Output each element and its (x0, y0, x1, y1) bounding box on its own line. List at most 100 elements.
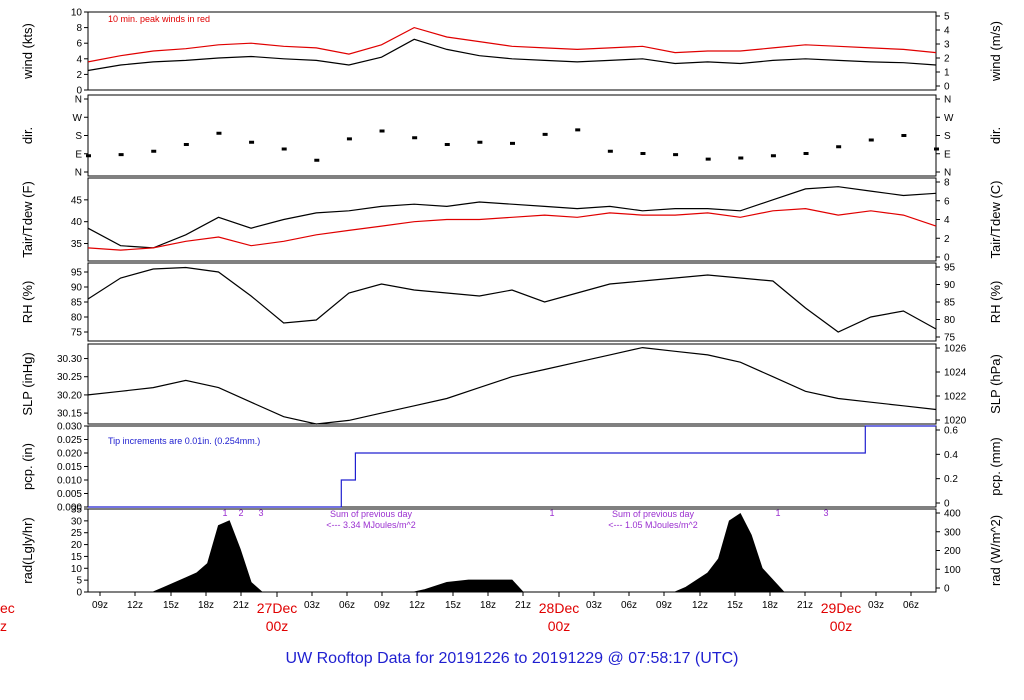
x-tick-label: 21z (233, 600, 249, 611)
right-tick-label: 95 (944, 263, 956, 274)
panel-frame (87, 262, 937, 342)
dir-point (249, 140, 255, 144)
right-tick-label: 1020 (944, 416, 967, 427)
right-tick-label: S (944, 131, 951, 142)
rad-annotation: 1 (549, 508, 554, 518)
left-tick-label: 8 (76, 23, 82, 34)
panel-2: 35 40 45 0 2 4 6 8 Tair/Tdew (F) Tair/Tdew (C) (20, 177, 1003, 264)
right-tick-label: 1024 (944, 368, 967, 379)
dir-point (803, 152, 809, 155)
panel-frame (87, 343, 937, 425)
dir-point (151, 149, 157, 153)
left-tick-label: 0.015 (57, 462, 82, 473)
left-tick-label: 0.010 (57, 476, 82, 487)
left-tick-label: 0.020 (57, 449, 82, 460)
left-tick-label: 25 (71, 528, 83, 539)
dir-point (379, 129, 385, 133)
right-tick-label: 2 (944, 234, 950, 245)
x-tick-label: 09z (656, 600, 672, 611)
right-axis-name: rad (W/m^2) (988, 515, 1003, 586)
left-tick-label: 30.30 (57, 354, 82, 365)
panel-3: 75 80 85 90 95 75 80 85 90 95 RH (%) RH (%) (20, 262, 1003, 344)
cut-day-label-time: z (0, 618, 7, 634)
left-axis-name: rad(Lgly/hr) (20, 517, 35, 583)
series-line-1 (87, 207, 937, 251)
left-tick-label: 45 (71, 195, 83, 206)
left-axis-name: Tair/Tdew (F) (20, 181, 35, 258)
x-tick-label: 03z (586, 600, 602, 611)
dir-point (770, 154, 776, 158)
left-tick-label: 0.000 (57, 503, 82, 514)
series-line-0 (87, 266, 937, 333)
right-tick-label: 8 (944, 178, 950, 189)
dir-point (118, 153, 124, 157)
dir-point (542, 132, 548, 136)
dir-point (673, 153, 679, 157)
left-tick-label: N (75, 168, 82, 179)
right-axis-name: SLP (hPa) (988, 354, 1003, 414)
right-tick-label: 5 (944, 12, 950, 23)
left-tick-label: 6 (76, 39, 82, 50)
right-tick-label: 0.4 (944, 450, 958, 461)
x-axis: 09z 12z 15z 18z 21z 03z 06z 09z 12z 15z 18z 21z 03z 0… (0, 592, 919, 634)
left-tick-label: 95 (71, 268, 83, 279)
left-tick-label: 0 (76, 588, 82, 599)
day-label-time: 00z (548, 618, 571, 634)
right-axis-name: dir. (988, 127, 1003, 144)
tip-annotation: Tip increments are 0.01in. (0.254mm.) (108, 436, 260, 446)
right-tick-label: 0 (944, 584, 950, 595)
rad-annotation: Sum of previous day (612, 509, 695, 519)
right-axis-name: wind (m/s) (988, 21, 1003, 82)
left-tick-label: 20 (71, 540, 83, 551)
panel-frame (87, 94, 937, 177)
x-tick-label: 21z (515, 600, 531, 611)
x-tick-label: 03z (304, 600, 320, 611)
right-tick-label: 0.2 (944, 474, 958, 485)
x-tick-label: 09z (92, 600, 108, 611)
x-tick-label: 18z (762, 600, 778, 611)
dir-point (575, 128, 581, 132)
x-tick-label: 03z (868, 600, 884, 611)
right-tick-label: 0 (944, 253, 950, 264)
left-axis-name: RH (%) (20, 281, 35, 324)
left-axis-name: pcp. (in) (20, 443, 35, 490)
dir-point (444, 143, 450, 146)
left-tick-label: 40 (71, 217, 83, 228)
left-tick-label: 30.25 (57, 372, 82, 383)
series-line-0 (87, 186, 937, 249)
dir-point (738, 156, 744, 160)
dir-point (412, 136, 418, 140)
right-tick-label: 1 (944, 68, 950, 79)
left-tick-label: 5 (76, 576, 82, 587)
right-axis-name: pcp. (mm) (988, 437, 1003, 496)
right-tick-label: 3 (944, 40, 950, 51)
dir-point (607, 149, 613, 153)
left-tick-label: 0.005 (57, 489, 82, 500)
x-tick-label: 15z (727, 600, 743, 611)
right-tick-label: 1026 (944, 344, 967, 355)
left-tick-label: E (75, 149, 82, 160)
right-tick-label: N (944, 95, 951, 106)
left-tick-label: 80 (71, 313, 83, 324)
dir-point (281, 147, 287, 151)
x-tick-label: 12z (127, 600, 143, 611)
right-tick-label: 200 (944, 546, 961, 557)
left-tick-label: 30 (71, 516, 83, 527)
left-tick-label: 0.030 (57, 422, 82, 433)
left-tick-label: 10 (71, 564, 83, 575)
left-tick-label: 0 (76, 86, 82, 97)
right-tick-label: 2 (944, 54, 950, 65)
panel-5: 0.000 0.005 0.010 0.015 0.020 0.025 0.030 0 0.2 0… (20, 422, 1003, 514)
cut-day-label-date: ec (0, 600, 15, 616)
left-tick-label: 85 (71, 298, 83, 309)
right-tick-label: 100 (944, 565, 961, 576)
left-axis-name: wind (kts) (20, 23, 35, 80)
dir-point (183, 143, 189, 146)
day-label-time: 00z (830, 618, 853, 634)
left-tick-label: 35 (71, 239, 83, 250)
right-tick-label: 0 (944, 82, 950, 93)
panel-4: 30.15 30.20 30.25 30.30 1020 1022 1024 1026 SLP … (20, 343, 1003, 427)
